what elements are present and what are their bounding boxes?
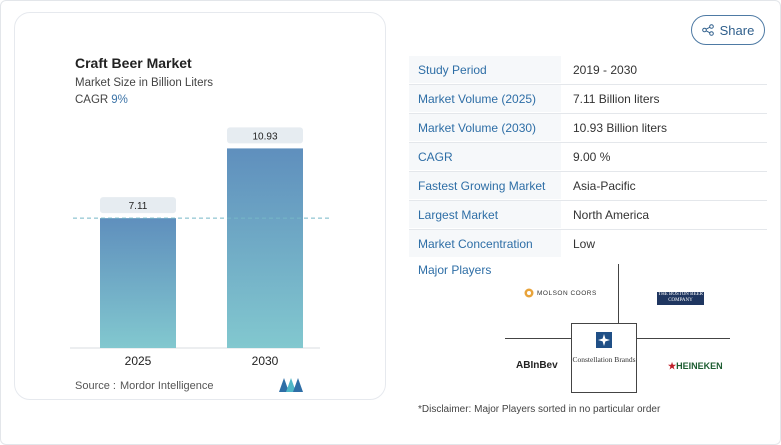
molson-coors-logo: MOLSON COORS xyxy=(524,288,597,298)
info-value: Asia-Pacific xyxy=(573,179,636,193)
category-label-2030: 2030 xyxy=(252,354,279,368)
chart-title: Craft Beer Market xyxy=(75,55,192,71)
major-players-grid: MOLSON COORS THE BOSTON BEER COMPANY ABI… xyxy=(500,264,740,394)
cagr-label: CAGR xyxy=(75,94,109,106)
info-row-volume-2030: Market Volume (2030) 10.93 Billion liters xyxy=(409,114,767,143)
info-key: Largest Market xyxy=(418,208,499,222)
info-value: North America xyxy=(573,208,650,222)
bar-2025 xyxy=(100,218,176,348)
info-row-fastest-growing: Fastest Growing Market Asia-Pacific xyxy=(409,172,767,201)
abinbev-logo: ABInBev xyxy=(516,360,558,371)
molson-coors-icon xyxy=(524,288,534,298)
heineken-name: HEINEKEN xyxy=(676,361,723,371)
data-label-2030: 10.93 xyxy=(252,131,277,142)
info-key: Market Volume (2030) xyxy=(418,121,537,135)
info-value: 10.93 Billion liters xyxy=(573,121,668,135)
bar-2030 xyxy=(227,148,303,348)
source-line: Source : Mordor Intelligence xyxy=(75,380,214,392)
constellation-brands-box: Constellation Brands xyxy=(571,323,637,393)
category-label-2025: 2025 xyxy=(125,354,152,368)
constellation-brands-logo: Constellation Brands xyxy=(572,332,636,364)
data-label-2025: 7.11 xyxy=(129,201,148,212)
constellation-brands-name: Constellation Brands xyxy=(572,355,636,364)
info-key: Market Volume (2025) xyxy=(418,92,537,106)
chart-card: Craft Beer Market Market Size in Billion… xyxy=(14,12,386,400)
source-name: Mordor Intelligence xyxy=(119,380,214,392)
boston-beer-logo: THE BOSTON BEER COMPANY xyxy=(657,292,704,305)
molson-coors-name: MOLSON COORS xyxy=(537,289,597,297)
info-key: Fastest Growing Market xyxy=(418,179,546,193)
share-label: Share xyxy=(719,22,755,38)
bar-chart: 7.11 2025 10.93 2030 xyxy=(70,127,331,368)
info-row-concentration: Market Concentration Low xyxy=(409,230,767,258)
info-key: Study Period xyxy=(418,63,487,77)
data-label-bg-2025 xyxy=(100,197,176,214)
heineken-star-icon: ★ xyxy=(668,361,677,371)
info-row-largest-market: Largest Market North America xyxy=(409,201,767,230)
info-key: CAGR xyxy=(418,150,453,164)
info-value: Low xyxy=(573,237,596,251)
data-label-bg-2030 xyxy=(227,127,303,144)
heineken-logo: ★HEINEKEN xyxy=(668,361,723,372)
chart-subtitle: Market Size in Billion Liters xyxy=(75,77,214,89)
share-icon xyxy=(701,24,714,36)
mordor-logo-icon xyxy=(279,378,303,392)
cagr-value: 9% xyxy=(111,94,128,106)
market-info-table: Study Period 2019 - 2030 Market Volume (2… xyxy=(409,56,767,258)
disclaimer: *Disclaimer: Major Players sorted in no … xyxy=(418,404,661,415)
major-players-label: Major Players xyxy=(418,263,492,277)
info-value: 7.11 Billion liters xyxy=(573,92,660,106)
info-row-study-period: Study Period 2019 - 2030 xyxy=(409,56,767,85)
info-value: 9.00 % xyxy=(573,150,611,164)
source-label: Source : xyxy=(75,380,116,392)
info-row-cagr: CAGR 9.00 % xyxy=(409,143,767,172)
share-button[interactable]: Share xyxy=(691,15,765,45)
constellation-star-icon xyxy=(596,332,612,348)
info-row-volume-2025: Market Volume (2025) 7.11 Billion liters xyxy=(409,85,767,114)
info-value: 2019 - 2030 xyxy=(573,63,638,77)
info-key: Market Concentration xyxy=(418,237,533,251)
cagr-row: CAGR 9% xyxy=(75,94,128,106)
